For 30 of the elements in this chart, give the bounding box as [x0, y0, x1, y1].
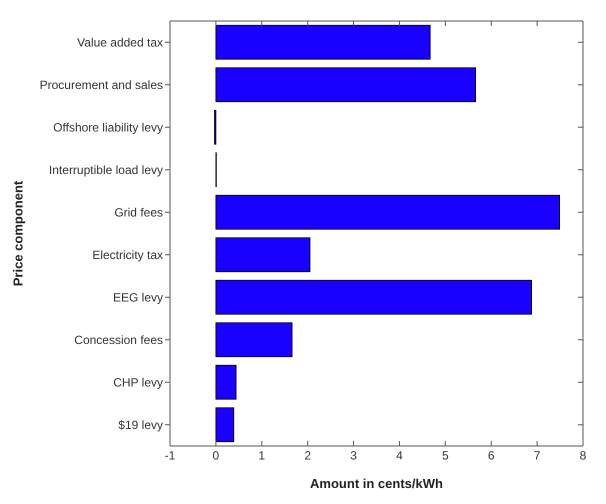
bar [215, 194, 560, 230]
x-tick-label: 5 [442, 448, 449, 463]
y-tick-label: Procurement and sales [40, 78, 163, 92]
y-tick-label: $19 levy [118, 418, 163, 432]
y-tick-label: Value added tax [77, 36, 163, 50]
y-tick-label: EEG levy [112, 290, 163, 305]
bar [215, 67, 476, 102]
x-tick-label: 8 [580, 448, 587, 463]
y-tick-label: Offshore liability levy [53, 120, 163, 135]
x-tick-label: 1 [258, 448, 266, 463]
x-axis-title: Amount in cents/kWh [310, 476, 443, 491]
x-tick-label: -1 [164, 448, 176, 463]
y-tick-label: Grid fees [114, 206, 163, 220]
x-tick-label: 7 [534, 448, 541, 463]
bar [215, 280, 532, 315]
bar [215, 24, 431, 60]
bar [215, 364, 236, 400]
x-tick-label: 3 [350, 448, 358, 463]
y-tick-label: Concession fees [74, 333, 163, 348]
x-tick-label: 2 [304, 448, 312, 463]
bar [215, 322, 292, 358]
bar [215, 407, 234, 442]
x-tick-label: 0 [212, 448, 220, 463]
y-axis-title: Price component [10, 180, 26, 286]
y-tick-label: CHP levy [113, 376, 163, 390]
y-tick-label: Electricity tax [92, 248, 163, 262]
x-tick-label: 6 [488, 448, 495, 463]
x-tick-label: 4 [396, 448, 404, 463]
bar [215, 237, 310, 272]
y-tick-label: Interruptible load levy [48, 163, 163, 178]
